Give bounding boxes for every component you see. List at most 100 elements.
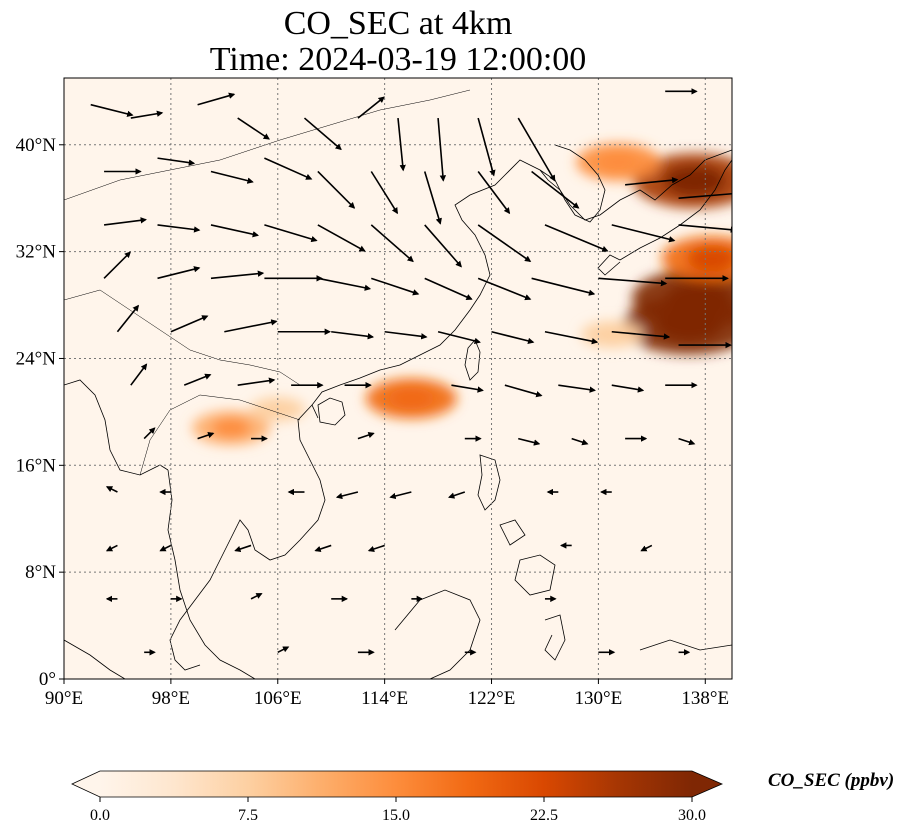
- wind-arrow: [625, 176, 679, 186]
- wind-arrow: [678, 192, 732, 199]
- wind-arrow: [477, 171, 511, 215]
- wind-arrow: [423, 171, 442, 225]
- wind-arrow: [491, 330, 535, 345]
- wind-arrow: [210, 224, 260, 238]
- myanmar-coastline: [64, 379, 169, 476]
- lat-tick-label: 40°N: [16, 135, 57, 156]
- korea-coastline: [539, 144, 606, 223]
- lon-tick-label: 98°E: [152, 688, 190, 709]
- lon-tick-label: 130°E: [575, 688, 623, 709]
- wind-arrow: [357, 96, 385, 119]
- wind-arrow: [237, 117, 270, 140]
- wind-arrow: [224, 319, 278, 333]
- borneo-coastline: [394, 589, 481, 679]
- co-plume-core: [597, 151, 640, 173]
- malay-coastline: [167, 469, 256, 679]
- wind-arrow: [264, 157, 313, 180]
- wind-arrow: [678, 224, 732, 233]
- wind-arrow: [103, 251, 131, 279]
- axis-ticks: 90°E 98°E 106°E 114°E 122°E 130°E 138°E 0° 8°N 16…: [16, 135, 729, 709]
- wind-arrow: [197, 431, 215, 440]
- wind-arrow: [384, 330, 428, 340]
- wind-arrow: [90, 103, 134, 117]
- co-plume-core: [663, 165, 726, 197]
- wind-arrow: [370, 171, 398, 215]
- wind-arrow: [130, 110, 164, 119]
- sulawesi-coastline: [544, 614, 566, 661]
- wind-arrow: [397, 117, 406, 172]
- lat-tick-label: 16°N: [16, 455, 57, 476]
- colorbar-tick-label: 7.5: [238, 807, 258, 824]
- wind-arrow: [183, 373, 212, 386]
- lon-tick-label: 122°E: [468, 688, 516, 709]
- wind-arrow: [571, 437, 589, 446]
- wind-arrow: [518, 437, 541, 446]
- wind-arrow: [317, 170, 356, 209]
- wind-arrow: [447, 491, 466, 499]
- wind-arrow: [170, 315, 209, 333]
- wind-arrow: [544, 330, 599, 345]
- colorbar-extend-min: [72, 771, 100, 797]
- colorbar-body: [100, 771, 692, 797]
- co-plume-core: [655, 308, 723, 342]
- visayas-coastline: [499, 519, 526, 546]
- wind-arrow: [264, 224, 318, 243]
- lon-tick-label: 138°E: [681, 688, 729, 709]
- lat-tick-label: 0°: [39, 669, 56, 690]
- lat-tick-label: 32°N: [16, 242, 57, 263]
- sumatra-coastline: [64, 639, 126, 679]
- lat-tick-label: 8°N: [25, 562, 56, 583]
- wind-arrow: [370, 224, 414, 263]
- wind-arrow: [116, 304, 140, 333]
- title-line-1: CO_SEC at 4km: [283, 5, 513, 42]
- luzon-coastline: [477, 454, 501, 511]
- wind-arrow: [611, 330, 671, 340]
- colorbar-tick-label: 15.0: [382, 807, 410, 824]
- colorbar-tick-label: 22.5: [530, 807, 558, 824]
- wind-arrow: [210, 170, 254, 184]
- lat-tick-label: 24°N: [16, 348, 57, 369]
- wind-arrow: [367, 544, 385, 553]
- wind-arrow: [678, 437, 696, 446]
- wind-arrow: [317, 277, 372, 291]
- wind-arrow: [143, 427, 156, 440]
- wind-arrow: [303, 117, 342, 151]
- wind-arrow: [234, 544, 252, 553]
- wind-arrow: [157, 157, 196, 166]
- wind-arrow: [105, 544, 118, 552]
- mindanao-coastline: [514, 554, 556, 596]
- wind-arrow: [317, 224, 366, 252]
- wind-arrow: [517, 117, 556, 182]
- wind-arrow: [277, 646, 290, 654]
- wind-arrow: [504, 384, 543, 398]
- map-panel: 90°E 98°E 106°E 114°E 122°E 130°E 138°E 0° 8°N 16…: [16, 77, 733, 709]
- wind-arrow: [314, 544, 332, 553]
- wind-arrow: [424, 277, 473, 300]
- wind-arrow: [357, 431, 375, 440]
- wind-arrow: [371, 277, 420, 296]
- wind-arrow: [544, 224, 609, 252]
- wind-arrow: [130, 363, 148, 386]
- wind-arrow: [105, 486, 118, 493]
- wind-arrow: [335, 491, 359, 500]
- co-plume-core: [211, 418, 251, 438]
- taiwan-coastline: [464, 339, 481, 381]
- wind-arrow: [197, 92, 236, 106]
- wind-arrow: [598, 277, 668, 287]
- wind-arrow: [103, 217, 147, 226]
- wind-arrow: [477, 277, 532, 301]
- co-plume-core: [686, 245, 732, 271]
- lon-tick-label: 106°E: [254, 688, 302, 709]
- lon-tick-label: 90°E: [45, 688, 83, 709]
- colorbar-tick-label: 30.0: [678, 807, 706, 824]
- wind-arrow: [477, 117, 496, 177]
- wind-vectors: [90, 88, 732, 656]
- wind-arrow: [250, 592, 263, 600]
- new-guinea-coastline: [639, 639, 732, 651]
- wind-arrow: [437, 330, 481, 345]
- wind-arrow: [611, 224, 676, 243]
- wind-arrow: [389, 491, 412, 500]
- colorbar-tick-label: 0.0: [90, 807, 110, 824]
- wind-arrow: [331, 330, 375, 340]
